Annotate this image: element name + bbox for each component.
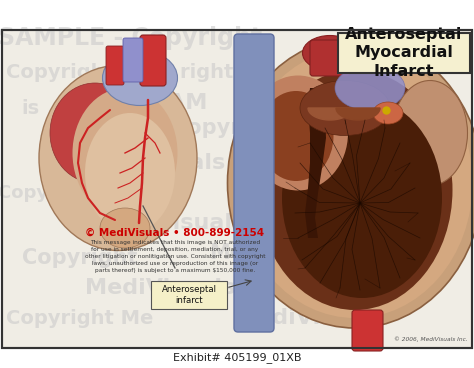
Ellipse shape: [258, 91, 334, 181]
Text: Copyright: Copyright: [326, 53, 434, 72]
Text: LE: LE: [64, 121, 96, 145]
Ellipse shape: [335, 66, 405, 110]
Text: LE: LE: [380, 116, 410, 140]
FancyBboxPatch shape: [352, 310, 383, 351]
Ellipse shape: [392, 81, 467, 185]
Text: SAMPLE - Copyright: SAMPLE - Copyright: [0, 26, 262, 50]
FancyBboxPatch shape: [338, 33, 470, 73]
Ellipse shape: [248, 75, 348, 191]
Ellipse shape: [282, 98, 442, 298]
Text: MediVis: MediVis: [327, 279, 413, 297]
Text: MediVisuals: MediVisuals: [235, 308, 385, 328]
Polygon shape: [308, 108, 352, 120]
Text: SAM: SAM: [152, 93, 208, 113]
Text: MediVisuals: MediVisuals: [85, 278, 235, 298]
Text: MediVisuals: MediVisuals: [75, 153, 225, 173]
Ellipse shape: [73, 88, 177, 218]
Ellipse shape: [50, 83, 140, 183]
Ellipse shape: [237, 48, 473, 318]
FancyBboxPatch shape: [123, 38, 143, 82]
Text: als: als: [426, 249, 455, 267]
Text: right M: right M: [180, 64, 260, 82]
Ellipse shape: [100, 208, 150, 248]
FancyBboxPatch shape: [106, 46, 124, 85]
Text: LE: LE: [365, 211, 396, 235]
Text: Copyright: Copyright: [6, 64, 114, 82]
Ellipse shape: [102, 50, 177, 106]
Text: Copyright M: Copyright M: [0, 184, 122, 202]
Ellipse shape: [257, 70, 453, 310]
Ellipse shape: [85, 113, 175, 233]
Text: Anteroseptal
Myocardial
Infarct: Anteroseptal Myocardial Infarct: [346, 28, 463, 78]
Text: MediVis: MediVis: [317, 149, 403, 167]
Text: Copyright: Copyright: [172, 118, 288, 138]
FancyBboxPatch shape: [140, 35, 166, 86]
Ellipse shape: [39, 66, 197, 251]
Polygon shape: [305, 88, 326, 238]
Ellipse shape: [228, 38, 474, 328]
Text: MediVisuals: MediVisuals: [210, 243, 350, 263]
Text: This message indicates that this image is NOT authorized
for use in settlement, : This message indicates that this image i…: [85, 240, 265, 273]
Text: uals: uals: [409, 189, 451, 207]
Text: Exhibit# 405199_01XB: Exhibit# 405199_01XB: [173, 353, 301, 364]
Text: Copyright Me: Copyright Me: [6, 308, 154, 328]
FancyBboxPatch shape: [310, 40, 350, 76]
FancyBboxPatch shape: [2, 30, 472, 348]
Text: © MediVisuals • 800-899-2154: © MediVisuals • 800-899-2154: [85, 228, 264, 238]
Text: diVis: diVis: [264, 184, 317, 202]
Text: © 2006, MediVisuals Inc.: © 2006, MediVisuals Inc.: [394, 336, 468, 342]
FancyBboxPatch shape: [151, 281, 227, 309]
Ellipse shape: [300, 81, 390, 135]
Text: MediVisuals: MediVisuals: [95, 213, 245, 233]
Polygon shape: [336, 108, 380, 120]
Text: diVis: diVis: [363, 93, 417, 113]
FancyBboxPatch shape: [234, 34, 274, 332]
Ellipse shape: [302, 35, 357, 71]
Text: Anteroseptal
infarct: Anteroseptal infarct: [162, 285, 217, 305]
Ellipse shape: [373, 102, 403, 124]
Text: Copyright: Copyright: [22, 248, 138, 268]
Text: is: is: [21, 99, 39, 117]
